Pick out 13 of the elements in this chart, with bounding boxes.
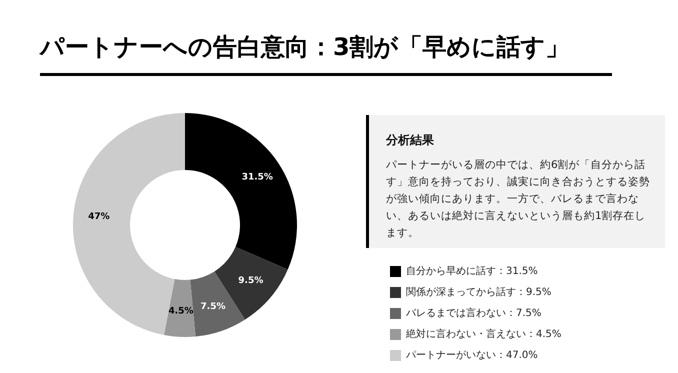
data-label: 4.5%	[168, 306, 194, 316]
data-label: 47%	[88, 212, 110, 222]
legend-label: 絶対に言わない・言えない：4.5%	[405, 328, 562, 340]
text: パートナーがいる層の中では、約6割が「自分から話す」意向を持っており、誠実に向き合おうとする姿勢が強い傾向にあります。一方で、バレるまで言わない、あるいは絶対に言えないという層も約1割存在します。	[386, 158, 651, 241]
legend-label: 自分から早めに話す：31.5%	[406, 265, 538, 277]
text: 分析結果	[386, 132, 435, 149]
legend-label: パートナーがいない：47.0%	[405, 350, 538, 361]
data-label: 31.5%	[242, 172, 273, 183]
data-label: 9.5%	[238, 276, 264, 286]
chart-title: パートナーへの告白意向：3割が「早めに話す」	[38, 33, 570, 61]
legend-label: バレるまでは言わない：7.5%	[405, 307, 542, 319]
data-label: 7.5%	[200, 302, 226, 312]
legend-label: 関係が深まってから話す：9.5%	[406, 286, 552, 298]
